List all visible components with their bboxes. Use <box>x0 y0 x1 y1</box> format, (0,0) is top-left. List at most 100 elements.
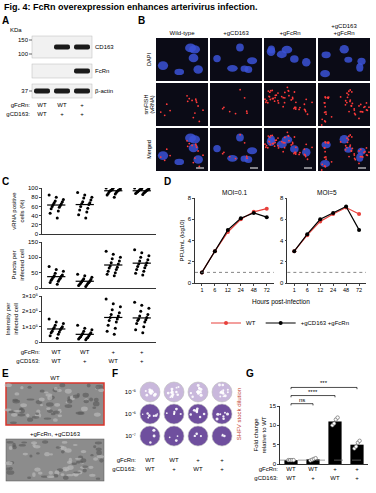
svg-text:FcRn: FcRn <box>95 68 109 74</box>
svg-text:0: 0 <box>35 231 39 237</box>
html-text:WT: WT <box>57 102 67 108</box>
svg-text:6: 6 <box>213 287 216 293</box>
svg-text:WT: WT <box>246 320 256 326</box>
html-text:D: D <box>164 176 172 187</box>
svg-text:0: 0 <box>35 285 39 291</box>
svg-text:0: 0 <box>35 339 39 345</box>
svg-text:Wild-type: Wild-type <box>169 30 195 36</box>
html-text:gFcRn:: gFcRn: <box>116 457 136 463</box>
svg-text:1: 1 <box>293 287 296 293</box>
svg-text:10⁻⁵: 10⁻⁵ <box>125 389 137 395</box>
svg-text:10⁻⁷: 10⁻⁷ <box>125 433 136 439</box>
html-text:B: B <box>138 15 146 26</box>
svg-text:12: 12 <box>317 287 323 293</box>
svg-text:KDa: KDa <box>10 27 22 33</box>
svg-text:0: 0 <box>280 280 284 286</box>
svg-text:Intensity perinfected cell: Intensity perinfected cell <box>5 303 19 336</box>
svg-text:Puncta perinfected cell: Puncta perinfected cell <box>11 249 25 281</box>
html-text:Fig. 4: FcRn overexpression en: Fig. 4: FcRn overexpression enhances art… <box>4 2 258 12</box>
svg-text:48: 48 <box>343 287 349 293</box>
svg-text:150: 150 <box>28 239 39 245</box>
svg-text:+gFcRn, +gCD163: +gFcRn, +gCD163 <box>30 431 81 437</box>
svg-text:Hours post-infection: Hours post-infection <box>252 298 310 306</box>
svg-text:+gCD163 +gFcRn: +gCD163 +gFcRn <box>301 320 349 326</box>
svg-text:50: 50 <box>31 270 38 276</box>
svg-text:100: 100 <box>28 254 39 260</box>
svg-text:vRNA positivecells (%): vRNA positivecells (%) <box>11 192 25 230</box>
html-text:gFcRn:: gFcRn: <box>20 349 40 355</box>
svg-text:12: 12 <box>225 287 231 293</box>
svg-text:150: 150 <box>18 37 29 43</box>
svg-text:2: 2 <box>188 259 192 265</box>
html-text:WT: WT <box>193 466 203 472</box>
html-text:WT: WT <box>37 102 47 108</box>
svg-text:+gCD163: +gCD163 <box>223 30 249 36</box>
html-text:WT: WT <box>37 111 47 117</box>
svg-text:2×10⁵: 2×10⁵ <box>22 308 39 314</box>
svg-text:6: 6 <box>188 216 192 222</box>
html-text:WT: WT <box>51 349 61 355</box>
svg-text:0: 0 <box>188 280 192 286</box>
svg-text:SHFV stock dilution: SHFV stock dilution <box>236 388 242 440</box>
svg-text:MOI=5: MOI=5 <box>317 189 337 196</box>
svg-text:smFISH(vRNA): smFISH(vRNA) <box>143 95 156 115</box>
svg-text:DAPI: DAPI <box>146 53 152 66</box>
svg-text:+gCD163: +gCD163 <box>331 23 357 29</box>
svg-text:24: 24 <box>330 287 336 293</box>
html-text:WT: WT <box>51 358 61 364</box>
svg-text:2: 2 <box>280 259 284 265</box>
svg-text:1: 1 <box>200 287 203 293</box>
svg-text:WT: WT <box>50 375 60 381</box>
html-text:A: A <box>2 15 10 26</box>
svg-text:6: 6 <box>306 287 309 293</box>
svg-text:100: 100 <box>18 51 29 57</box>
html-text:gCD163:: gCD163: <box>112 466 136 472</box>
svg-text:***: *** <box>320 380 328 386</box>
svg-text:40: 40 <box>31 213 38 219</box>
svg-text:60: 60 <box>31 204 38 210</box>
svg-text:Merged: Merged <box>146 140 152 159</box>
html-text:WT: WT <box>108 358 118 364</box>
svg-text:CD163: CD163 <box>95 44 114 50</box>
html-text:WT: WT <box>145 466 155 472</box>
svg-text:1×10⁵: 1×10⁵ <box>22 324 39 330</box>
svg-text:Fold changerelative to WT: Fold changerelative to WT <box>253 416 267 453</box>
html-text:gFcRn:: gFcRn: <box>10 102 30 108</box>
html-text:WT: WT <box>169 457 179 463</box>
svg-text:PFU/mL (log10): PFU/mL (log10) <box>179 219 185 261</box>
svg-text:MOI=0.1: MOI=0.1 <box>222 189 247 196</box>
html-text:gCD163:: gCD163: <box>6 111 30 117</box>
html-text:E: E <box>2 368 9 379</box>
html-text:F: F <box>112 368 119 379</box>
html-text:gCD163:: gCD163: <box>16 358 40 364</box>
svg-text:37: 37 <box>21 88 28 94</box>
svg-text:72: 72 <box>356 287 362 293</box>
svg-text:6: 6 <box>280 216 284 222</box>
html-text:WT: WT <box>80 349 90 355</box>
svg-text:4: 4 <box>280 238 284 244</box>
svg-text:+gFcRn: +gFcRn <box>333 30 354 36</box>
svg-text:80: 80 <box>31 194 38 200</box>
svg-text:4: 4 <box>188 238 192 244</box>
html-text:C: C <box>2 176 10 187</box>
svg-text:β-actin: β-actin <box>95 88 113 94</box>
html-text:WT: WT <box>145 457 155 463</box>
html-text:gFcRn:: gFcRn: <box>258 466 278 472</box>
svg-text:24: 24 <box>238 287 244 293</box>
svg-text:10: 10 <box>269 422 276 428</box>
svg-text:20: 20 <box>31 222 38 228</box>
svg-text:8: 8 <box>280 195 284 201</box>
svg-text:8: 8 <box>188 195 192 201</box>
svg-text:+gFcRn: +gFcRn <box>279 30 300 36</box>
svg-text:15: 15 <box>269 403 276 409</box>
svg-text:10⁻⁶: 10⁻⁶ <box>125 411 137 417</box>
svg-text:ns: ns <box>299 397 305 403</box>
svg-text:****: **** <box>308 389 318 395</box>
html-text:G: G <box>246 368 254 379</box>
svg-text:5: 5 <box>273 442 277 448</box>
svg-text:72: 72 <box>264 287 270 293</box>
html-text:WT: WT <box>286 466 296 472</box>
svg-text:100: 100 <box>28 185 39 191</box>
svg-text:3×10⁵: 3×10⁵ <box>22 293 39 299</box>
svg-text:48: 48 <box>251 287 257 293</box>
